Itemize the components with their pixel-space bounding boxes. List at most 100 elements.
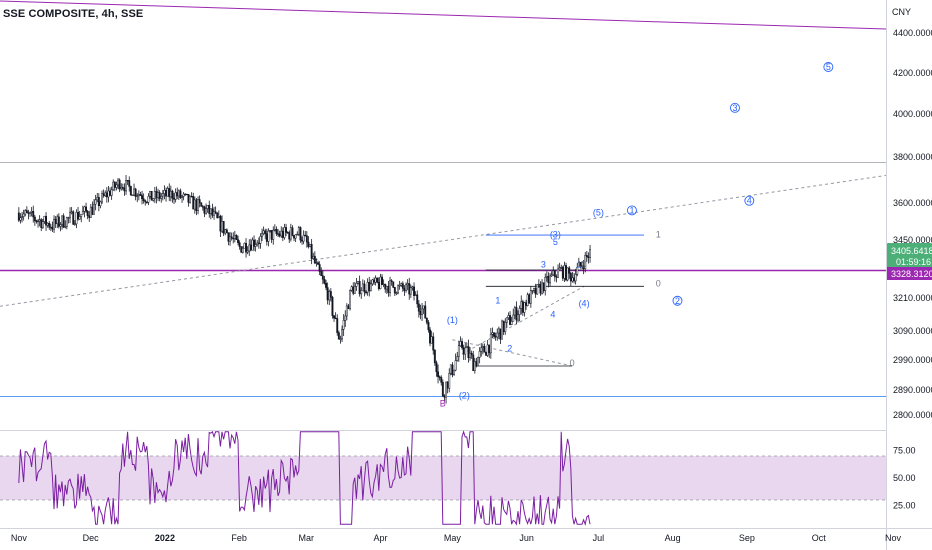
- candle-body: [118, 179, 121, 190]
- candle-body: [69, 212, 71, 218]
- time-tick-label: Oct: [812, 533, 827, 543]
- wave-label: 1: [495, 296, 500, 306]
- candle-body: [198, 199, 201, 204]
- candle-body: [416, 294, 419, 305]
- candle-body: [449, 364, 452, 374]
- candle-body: [265, 233, 268, 242]
- candle-body: [528, 294, 531, 304]
- dashed-trendline: [0, 174, 886, 307]
- candle-body: [56, 216, 59, 224]
- candle-body: [296, 233, 299, 236]
- time-tick-label: Nov: [11, 533, 28, 543]
- candle-body: [454, 360, 457, 371]
- candle-body: [417, 303, 420, 312]
- candle-body: [275, 229, 278, 234]
- candle-body: [301, 239, 303, 242]
- candle-body: [558, 267, 561, 270]
- wave-label: (4): [579, 298, 590, 308]
- candle-body: [373, 279, 375, 283]
- candle-body: [227, 232, 230, 242]
- candle-body: [257, 242, 260, 245]
- candle-body: [41, 221, 44, 228]
- candle-body: [451, 364, 454, 376]
- candle-body: [35, 220, 38, 223]
- candle-body: [445, 381, 447, 398]
- candle-body: [382, 283, 385, 286]
- candle-body: [78, 216, 81, 220]
- candle-body: [406, 283, 409, 286]
- candle-body: [283, 227, 286, 238]
- candle-body: [289, 227, 292, 240]
- candle-body: [83, 206, 86, 212]
- candle-body: [208, 205, 211, 214]
- candle-body: [264, 230, 267, 235]
- candle-body: [230, 236, 233, 239]
- candle-body: [419, 311, 422, 315]
- candle-body: [347, 305, 350, 310]
- wave-circle: [744, 195, 755, 206]
- wave-label: (5): [593, 207, 604, 217]
- rsi-pane: [0, 430, 886, 526]
- candle-body: [181, 196, 183, 198]
- candle-body: [27, 212, 30, 214]
- candle-body: [315, 262, 318, 264]
- candle-body: [216, 212, 219, 219]
- upper-channel-line: [0, 0, 886, 30]
- candle-body: [305, 235, 308, 243]
- candle-body: [77, 212, 79, 220]
- candle-body: [141, 195, 143, 199]
- candle-body: [481, 345, 484, 349]
- candle-body: [313, 255, 316, 264]
- candle-body: [473, 361, 476, 372]
- candle-body: [270, 230, 273, 240]
- candle-body: [376, 277, 379, 283]
- candle-body: [363, 283, 366, 293]
- candle-body: [213, 211, 215, 216]
- candle-body: [541, 282, 543, 294]
- candle-body: [166, 188, 169, 197]
- candle-body: [93, 203, 95, 215]
- candle-body: [448, 373, 451, 389]
- symbol-title[interactable]: SSE COMPOSITE, 4h, SSE: [3, 8, 144, 20]
- candle-body: [576, 266, 579, 275]
- level-price-value: 3328.3120: [891, 269, 932, 279]
- candle-body: [110, 189, 113, 196]
- price-tick-label: 2990.0000: [893, 355, 932, 365]
- candle-body: [523, 302, 526, 313]
- candle-body: [67, 217, 70, 219]
- candle-body: [368, 282, 371, 291]
- candle-body: [272, 229, 275, 240]
- candle-body: [149, 191, 151, 197]
- candle-body: [560, 266, 563, 269]
- candle-body: [470, 352, 473, 356]
- candle-body: [573, 277, 575, 282]
- candle-body: [29, 212, 31, 214]
- time-axis[interactable]: Nov Dec 2022 Feb Mar Apr May Jun Jul Aug Sep Oct Nov: [11, 533, 902, 543]
- candle-body: [520, 301, 523, 309]
- dashed-support-line: [461, 285, 585, 355]
- candle-body: [339, 338, 342, 340]
- circled-wave-label: 1: [629, 205, 634, 215]
- candle-body: [571, 277, 574, 282]
- time-tick-label: May: [444, 533, 462, 543]
- candle-body: [277, 233, 279, 235]
- price-tick-label: 3090.0000: [893, 326, 932, 336]
- candle-body: [73, 223, 76, 225]
- candle-body: [94, 199, 97, 205]
- candle-body: [117, 179, 119, 186]
- price-tick-label: 2800.0000: [893, 410, 932, 420]
- wave-label: 2: [507, 343, 512, 353]
- candle-body: [355, 283, 358, 287]
- candle-body: [553, 270, 556, 277]
- candle-body: [425, 317, 428, 323]
- candle-body: [121, 187, 124, 189]
- candle-body: [134, 188, 137, 197]
- candle-body: [395, 292, 398, 294]
- candle-body: [163, 190, 166, 194]
- rsi-tick-label: 75.00: [893, 446, 916, 456]
- candle-body: [568, 267, 571, 274]
- candle-body: [333, 315, 335, 319]
- price-axis[interactable]: 4400.0000 4200.0000 4000.0000 3800.0000 3600…: [893, 28, 932, 420]
- candle-body: [168, 188, 171, 198]
